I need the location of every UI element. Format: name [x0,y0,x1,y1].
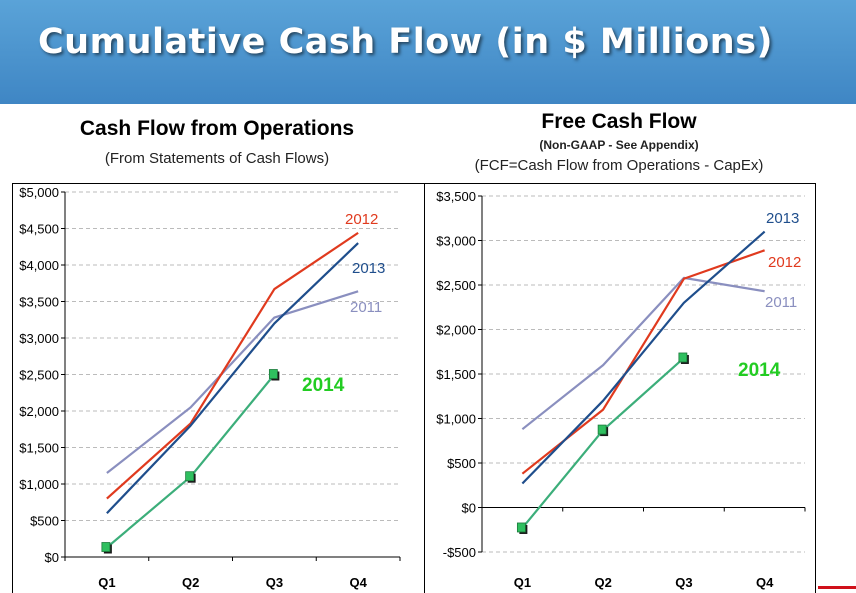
y-tick-label: $2,000 [19,404,59,419]
chart2-frame [424,183,816,593]
series-line-2011 [521,276,765,431]
chart1-title: Cash Flow from Operations [79,117,355,140]
data-point-2014 [597,424,607,435]
series-label-2011: 2011 [765,294,797,311]
series-label-2013: 2013 [352,260,385,277]
chart1-subtitle: (From Statements of Cash Flows) [104,150,330,167]
series-label-2012: 2012 [768,254,801,271]
series-line-2014 [521,357,685,529]
series-label-2012: 2012 [345,211,378,228]
page-title: Cumulative Cash Flow (in $ Millions) [38,22,774,62]
y-tick-label: $1,500 [436,367,476,382]
y-tick-label: $1,500 [19,441,59,456]
chart2-title: Free Cash Flow [541,110,697,133]
data-point-2014 [185,471,195,482]
series-line-2013 [521,230,766,485]
series-line-2012 [521,249,765,475]
y-tick-label: $3,500 [19,295,59,310]
y-tick-label: $2,500 [19,368,59,383]
data-point-2014 [678,352,688,363]
x-tick-label: Q4 [756,575,774,590]
series-label-2014: 2014 [738,360,781,381]
chart1-frame [12,183,425,593]
series-label-2014: 2014 [302,375,345,396]
data-point-2014 [268,369,278,379]
x-tick-label: Q2 [594,575,611,590]
y-tick-label: $2,000 [436,323,476,338]
x-tick-label: Q3 [266,575,283,590]
series-line-2014 [106,373,276,549]
y-tick-label: -$500 [443,545,476,560]
series-line-2011 [106,290,359,474]
chart2-formula: (FCF=Cash Flow from Operations - CapEx) [474,157,764,174]
data-point-2014 [516,522,526,533]
y-tick-label: $4,000 [19,258,59,273]
series-line-2013 [106,242,359,514]
series-label-2013: 2013 [766,210,799,227]
y-tick-label: $500 [447,456,476,471]
x-tick-label: Q1 [98,575,115,590]
x-tick-label: Q1 [514,575,531,590]
data-point-2014 [101,542,111,552]
title-banner: Cumulative Cash Flow (in $ Millions) [0,0,856,104]
y-tick-label: $5,000 [19,185,59,200]
x-tick-label: Q3 [675,575,692,590]
y-tick-label: $500 [30,514,59,529]
y-tick-label: $1,000 [19,477,59,492]
y-tick-label: $0 [45,550,59,565]
y-tick-label: $3,500 [436,189,476,204]
y-tick-label: $3,000 [436,234,476,249]
series-label-2011: 2011 [350,299,382,316]
y-tick-label: $3,000 [19,331,59,346]
series-line-2012 [106,231,359,500]
y-tick-label: $0 [462,501,476,516]
y-tick-label: $1,000 [436,412,476,427]
y-tick-label: $4,500 [19,222,59,237]
x-tick-label: Q4 [349,575,367,590]
x-tick-label: Q2 [182,575,199,590]
y-tick-label: $2,500 [436,278,476,293]
accent-bar [818,586,856,589]
chart2-subtitle: (Non-GAAP - See Appendix) [539,138,699,152]
